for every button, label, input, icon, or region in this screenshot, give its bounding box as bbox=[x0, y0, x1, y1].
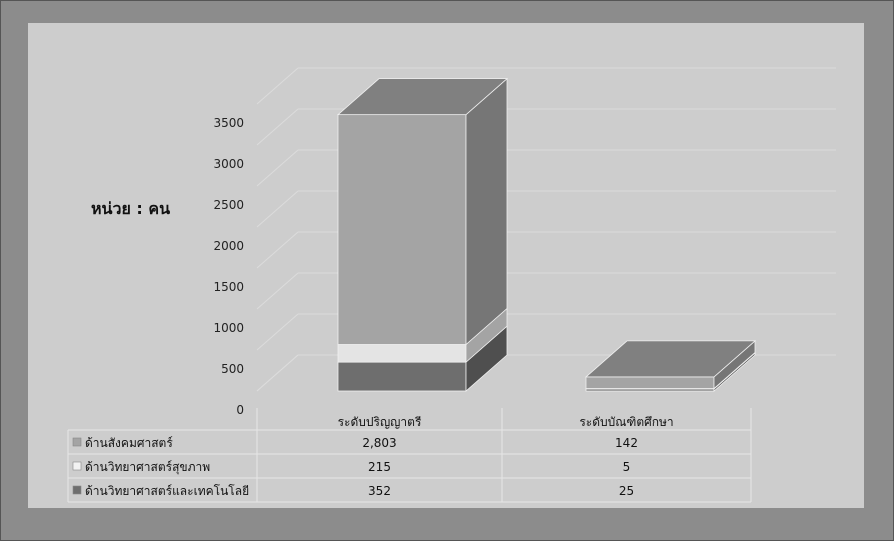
bar-front bbox=[585, 376, 715, 389]
legend-swatch bbox=[72, 461, 82, 471]
bar-stack bbox=[584, 340, 757, 392]
gridline-depth bbox=[256, 149, 299, 187]
table-row: ด้านสังคมศาสตร์ 2,803 142 bbox=[72, 436, 638, 450]
legend-swatch bbox=[72, 437, 82, 447]
data-table: ระดับปริญญาตรี ระดับบัณฑิตศึกษาด้านสังคมศ… bbox=[67, 408, 752, 503]
y-tick-label: 2000 bbox=[213, 239, 244, 253]
y-tick-label: 3000 bbox=[213, 157, 244, 171]
legend-entry: ด้านสังคมศาสตร์ bbox=[85, 436, 173, 450]
bar-top bbox=[584, 340, 757, 378]
unit-label: หน่วย : คน bbox=[91, 199, 170, 218]
bar-segment bbox=[336, 77, 509, 346]
data-label: 352 bbox=[368, 484, 391, 498]
data-label: 25 bbox=[619, 484, 634, 498]
category-label: ระดับปริญญาตรี bbox=[338, 415, 422, 429]
legend-entry: ด้านวิทยาศาสตร์และเทคโนโลยี bbox=[85, 484, 249, 498]
gridline-depth bbox=[256, 313, 299, 351]
bar-top bbox=[336, 78, 509, 116]
gridline-depth bbox=[256, 354, 299, 392]
table-row: ด้านวิทยาศาสตร์และเทคโนโลยี 352 25 bbox=[72, 484, 634, 498]
legend-entry: ด้านวิทยาศาสตร์สุขภาพ bbox=[85, 460, 210, 475]
chart-area: 0 500 1000 1500 2000 2500 3000 3500 หน่วย : คน … bbox=[28, 23, 864, 508]
data-label: 5 bbox=[623, 460, 631, 474]
bar-stack bbox=[336, 77, 509, 392]
category-label: ระดับบัณฑิตศึกษา bbox=[579, 415, 673, 429]
bar-segment bbox=[337, 325, 508, 392]
bar-segment bbox=[337, 307, 508, 364]
table-row: ด้านวิทยาศาสตร์สุขภาพ 215 5 bbox=[72, 460, 631, 475]
y-tick-label: 1500 bbox=[213, 280, 244, 294]
y-tick-label: 0 bbox=[236, 403, 244, 417]
data-label: 142 bbox=[615, 436, 638, 450]
bar-side bbox=[465, 77, 508, 346]
y-tick-label: 1000 bbox=[213, 321, 244, 335]
gridline-depth bbox=[256, 67, 299, 105]
data-label: 2,803 bbox=[362, 436, 396, 450]
y-axis: 0 500 1000 1500 2000 2500 3000 3500 bbox=[213, 116, 244, 417]
bar-front bbox=[337, 114, 467, 345]
y-tick-label: 2500 bbox=[213, 198, 244, 212]
bar-segment bbox=[584, 340, 757, 390]
y-tick-label: 500 bbox=[221, 362, 244, 376]
gridline-depth bbox=[256, 190, 299, 228]
data-label: 215 bbox=[368, 460, 391, 474]
gridline-depth bbox=[256, 108, 299, 146]
gridline-depth bbox=[256, 231, 299, 269]
bars bbox=[336, 77, 757, 392]
bar-front bbox=[337, 361, 467, 392]
y-tick-label: 3500 bbox=[213, 116, 244, 130]
gridline-depth bbox=[256, 272, 299, 310]
bar-front bbox=[337, 344, 467, 363]
legend-swatch bbox=[72, 485, 82, 495]
